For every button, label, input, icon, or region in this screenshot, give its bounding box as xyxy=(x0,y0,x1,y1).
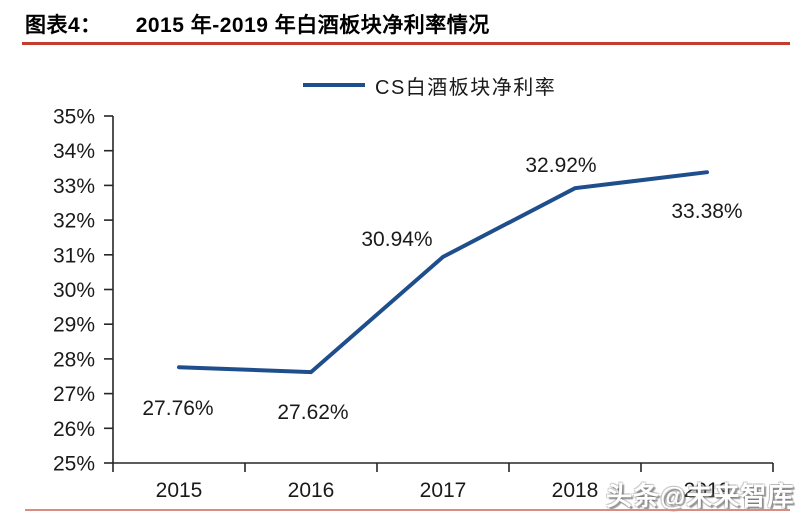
legend-line-swatch xyxy=(303,83,365,87)
figure-header: 图表4： 2015 年-2019 年白酒板块净利率情况 xyxy=(25,8,490,40)
y-axis-tick-label: 30% xyxy=(53,279,95,302)
x-axis-tick-label: 2018 xyxy=(552,479,599,502)
footer-rule xyxy=(25,509,790,511)
watermark: 头条@未来智库 xyxy=(606,481,795,511)
x-axis-tick-label: 2015 xyxy=(156,479,203,502)
y-axis-tick-label: 27% xyxy=(53,383,95,406)
x-axis-tick-label: 2019 xyxy=(684,479,731,502)
y-axis-tick-label: 33% xyxy=(53,175,95,198)
x-axis-tick-label: 2017 xyxy=(420,479,467,502)
y-axis-tick-label: 35% xyxy=(53,106,95,129)
y-axis-tick-label: 32% xyxy=(53,210,95,233)
data-point-label: 33.38% xyxy=(671,200,742,223)
y-axis-tick-label: 34% xyxy=(53,140,95,163)
data-point-label: 27.76% xyxy=(142,397,213,420)
data-point-label: 32.92% xyxy=(525,154,596,177)
y-axis-tick-label: 31% xyxy=(53,244,95,267)
x-axis-tick-label: 2016 xyxy=(288,479,335,502)
y-axis-tick-label: 28% xyxy=(53,348,95,371)
figure-title: 2015 年-2019 年白酒板块净利率情况 xyxy=(135,14,490,37)
y-axis-tick-label: 29% xyxy=(53,314,95,337)
y-axis-tick-label: 26% xyxy=(53,418,95,441)
chart-legend: CS白酒板块净利率 xyxy=(303,72,557,99)
legend-label: CS白酒板块净利率 xyxy=(375,76,557,99)
y-axis-tick-label: 25% xyxy=(53,453,95,476)
series-line xyxy=(177,170,709,375)
title-underline-rule xyxy=(22,42,790,45)
figure-label: 图表4： xyxy=(25,14,102,37)
data-point-label: 27.62% xyxy=(277,401,348,424)
data-point-label: 30.94% xyxy=(361,228,432,251)
